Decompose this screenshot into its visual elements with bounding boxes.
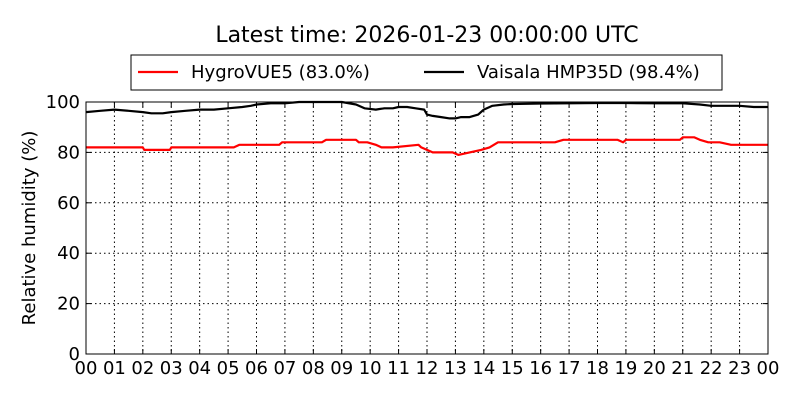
- x-tick-label: 12: [416, 358, 439, 379]
- x-tick-label: 16: [529, 358, 552, 379]
- x-tick-label: 01: [103, 358, 126, 379]
- y-tick-label: 20: [57, 294, 80, 315]
- legend: HygroVUE5 (83.0%) Vaisala HMP35D (98.4%): [130, 54, 723, 91]
- x-tick-label: 09: [330, 358, 353, 379]
- x-tick-label: 10: [359, 358, 382, 379]
- x-tick-label: 04: [188, 358, 211, 379]
- series-line-hygrovue5: [86, 136, 768, 156]
- x-tick-label: 08: [302, 358, 325, 379]
- x-tick-label: 06: [245, 358, 268, 379]
- x-tick-label: 19: [614, 358, 637, 379]
- y-tick-label: 60: [57, 193, 80, 214]
- y-tick-label: 40: [57, 243, 80, 264]
- x-tick-label: 05: [217, 358, 240, 379]
- x-tick-label: 02: [131, 358, 154, 379]
- x-tick-label: 21: [671, 358, 694, 379]
- x-tick-label: 20: [643, 358, 666, 379]
- x-tick-label: 13: [444, 358, 467, 379]
- x-tick-label: 18: [586, 358, 609, 379]
- series-line-vaisala-hmp35d: [85, 100, 768, 120]
- y-tick-labels: 0 20 40 60 80 100: [46, 92, 80, 365]
- x-tick-label: 22: [700, 358, 723, 379]
- x-tick-label: 03: [160, 358, 183, 379]
- x-tick-label: 23: [728, 358, 751, 379]
- x-tick-label: 07: [273, 358, 296, 379]
- x-tick-label: 17: [558, 358, 581, 379]
- x-tick-labels: 00 01 02 03 04 05 06 07 08 09 10 11 12 13 14 15 16 17 18 19…: [75, 358, 780, 379]
- y-axis-label: Relative humidity (%): [19, 131, 40, 326]
- y-tick-label: 80: [57, 142, 80, 163]
- y-tick-label: 100: [46, 92, 80, 113]
- x-tick-label: 14: [472, 358, 495, 379]
- x-tick-label: 00: [75, 358, 98, 379]
- x-tick-label: 00: [757, 358, 780, 379]
- plot-series: [85, 100, 768, 156]
- legend-label-vaisala: Vaisala HMP35D (98.4%): [477, 62, 700, 83]
- axis-ticks: [85, 101, 769, 355]
- chart-title: Latest time: 2026-01-23 00:00:00 UTC: [215, 23, 638, 48]
- x-tick-label: 11: [387, 358, 410, 379]
- y-tick-label: 0: [69, 344, 80, 365]
- x-tick-label: 15: [501, 358, 524, 379]
- legend-label-hygrovue5: HygroVUE5 (83.0%): [191, 62, 370, 83]
